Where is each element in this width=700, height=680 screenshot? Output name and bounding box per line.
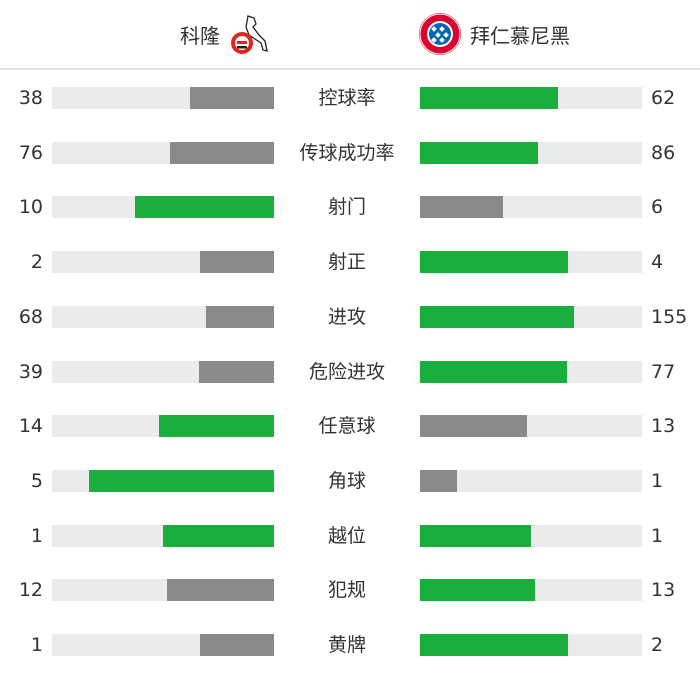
home-stat-fill [169, 141, 274, 164]
fc-bayern-crest-icon [419, 13, 461, 55]
stat-row: 12 犯规 13 [0, 578, 700, 602]
match-header: 科隆 拜仁慕尼黑 [0, 0, 700, 70]
home-stat-value: 5 [30, 469, 43, 492]
away-team-name: 拜仁慕尼黑 [470, 23, 570, 48]
home-stat-bar [52, 579, 274, 602]
home-stat-value: 38 [18, 87, 43, 109]
stat-row: 76 传球成功率 86 [0, 141, 700, 165]
home-stat-bar [52, 141, 274, 164]
home-stat-bar [52, 524, 274, 547]
away-stat-bar [420, 87, 642, 109]
away-stat-fill [420, 634, 568, 656]
away-stat-bar [420, 196, 642, 219]
stat-row: 14 任意球 13 [0, 414, 700, 438]
stat-row: 38 控球率 62 [0, 86, 700, 110]
stat-label: 射门 [327, 196, 366, 219]
away-stat-fill [420, 579, 536, 602]
stat-label: 进攻 [327, 305, 366, 328]
home-stat-fill [199, 360, 274, 383]
home-stat-value: 10 [18, 196, 43, 219]
stat-row: 39 危险进攻 77 [0, 360, 700, 384]
home-stat-bar [52, 196, 274, 219]
away-stat-fill [420, 360, 568, 383]
home-team-name: 科隆 [180, 23, 220, 48]
home-stat-bar [52, 305, 274, 328]
away-stat-bar [420, 360, 642, 383]
home-stat-bar [52, 634, 274, 656]
stat-label: 危险进攻 [308, 360, 385, 383]
home-stat-value: 39 [18, 360, 43, 383]
stat-label: 黄牌 [327, 634, 366, 656]
stat-row: 5 角球 1 [0, 469, 700, 493]
home-stat-bar [52, 87, 274, 109]
away-stat-fill [420, 87, 558, 109]
home-stat-value: 2 [30, 251, 43, 274]
home-stat-fill [135, 196, 274, 219]
home-stat-fill [200, 634, 274, 656]
away-stat-bar [420, 305, 642, 328]
home-stat-bar [52, 360, 274, 383]
away-stat-value: 6 [651, 196, 664, 219]
stat-row: 2 射正 4 [0, 250, 700, 274]
away-stat-fill [420, 251, 568, 274]
stat-label: 射正 [327, 251, 366, 274]
stat-row: 1 越位 1 [0, 524, 700, 548]
away-stat-value: 77 [651, 360, 676, 383]
away-stat-value: 13 [651, 415, 676, 438]
home-stat-value: 14 [18, 415, 43, 438]
away-stat-bar [420, 141, 642, 164]
home-stat-value: 68 [18, 305, 43, 328]
away-stat-bar [420, 524, 642, 547]
home-stat-bar [52, 469, 274, 492]
away-stat-bar [420, 251, 642, 274]
home-stat-value: 12 [18, 579, 43, 602]
away-stat-fill [420, 524, 531, 547]
home-stat-fill [163, 524, 274, 547]
stat-label: 控球率 [318, 87, 376, 109]
home-stat-fill [167, 579, 274, 602]
stat-label: 犯规 [327, 579, 366, 602]
away-stat-value: 1 [651, 469, 664, 492]
away-stat-fill [420, 469, 457, 492]
home-team[interactable]: 科隆 [180, 14, 272, 54]
away-stat-fill [420, 415, 527, 438]
home-stat-value: 76 [18, 141, 43, 164]
away-team[interactable]: 拜仁慕尼黑 [418, 13, 570, 55]
home-stat-bar [52, 415, 274, 438]
away-stat-value: 13 [651, 579, 676, 602]
home-stat-value: 1 [30, 634, 43, 656]
away-stat-fill [420, 196, 504, 219]
away-stat-bar [420, 415, 642, 438]
away-stat-value: 4 [651, 251, 664, 274]
away-stat-bar [420, 469, 642, 492]
home-stat-value: 1 [30, 524, 43, 547]
home-stat-fill [206, 305, 274, 328]
away-stat-value: 62 [651, 87, 676, 109]
away-stat-value: 1 [651, 524, 664, 547]
fc-koln-crest-icon [231, 15, 268, 54]
away-stat-value: 2 [651, 634, 664, 656]
away-stat-value: 86 [651, 141, 676, 164]
stat-row: 68 进攻 155 [0, 305, 700, 329]
away-stat-fill [420, 305, 575, 328]
away-stat-fill [420, 141, 538, 164]
stat-label: 角球 [327, 469, 366, 492]
home-stat-bar [52, 251, 274, 274]
home-stat-fill [89, 469, 274, 492]
stat-row: 10 射门 6 [0, 195, 700, 219]
home-stat-fill [189, 87, 274, 109]
stat-label: 传球成功率 [299, 141, 395, 164]
stat-label: 任意球 [318, 415, 376, 438]
away-stat-bar [420, 579, 642, 602]
away-stat-value: 155 [651, 305, 688, 328]
stat-row: 1 黄牌 2 [0, 633, 700, 657]
stat-label: 越位 [327, 524, 366, 547]
home-stat-fill [200, 251, 274, 274]
home-stat-fill [158, 415, 274, 438]
away-stat-bar [420, 634, 642, 656]
